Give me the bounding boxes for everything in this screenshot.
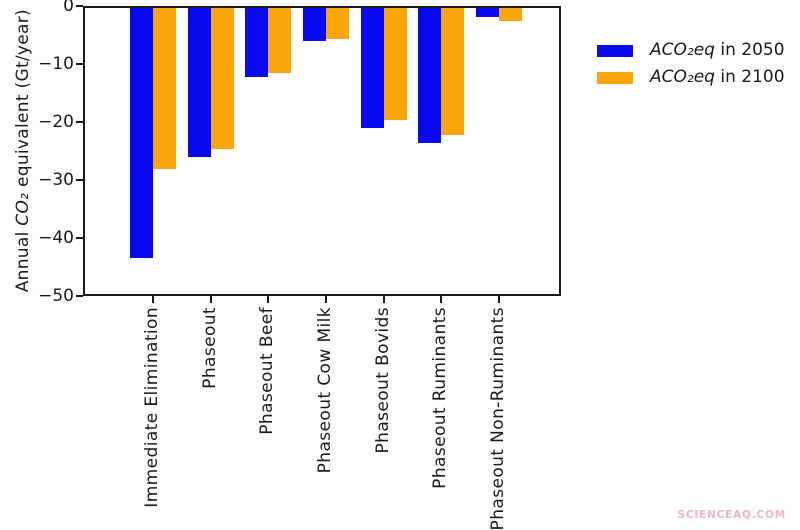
- bar-2050-5: [418, 8, 442, 144]
- bar-2050-0: [130, 8, 153, 259]
- y-tick-label: −10: [38, 54, 74, 74]
- bar-2050-2: [245, 8, 269, 78]
- bar-2050-1: [187, 8, 211, 158]
- x-tick: [382, 296, 385, 303]
- x-tick: [324, 296, 327, 303]
- y-tick: [76, 121, 83, 123]
- bar-2100-0: [153, 8, 176, 169]
- x-tick: [440, 296, 443, 303]
- x-tick: [267, 296, 270, 303]
- bar-2100-4: [383, 8, 407, 120]
- x-tick: [152, 296, 154, 303]
- legend-item-2100: ACO₂eq in 2100: [597, 68, 785, 87]
- y-tick-label: 0: [63, 0, 74, 16]
- y-tick-label: −30: [38, 170, 74, 190]
- legend-swatch-2050-icon: [597, 44, 633, 57]
- bar-2050-3: [302, 8, 326, 42]
- x-tick: [497, 296, 500, 303]
- legend-label-2050: ACO₂eq in 2050: [650, 41, 785, 60]
- y-tick: [76, 63, 83, 65]
- legend-item-2050: ACO₂eq in 2050: [597, 41, 785, 60]
- legend-label-2050-math: ACO₂eq: [650, 40, 715, 60]
- legend-label-2050-rest: in 2050: [714, 40, 785, 60]
- y-tick: [76, 237, 83, 239]
- bar-2100-5: [441, 8, 465, 135]
- bar-2050-4: [360, 8, 384, 128]
- y-tick-label: −20: [38, 112, 74, 132]
- watermark: SCIENCEAQ.COM: [677, 509, 786, 521]
- x-tick-label: Immediate Elimination: [142, 307, 162, 508]
- y-axis-label-post: equivalent (Gt/year): [13, 9, 33, 194]
- bar-2050-6: [475, 8, 499, 18]
- legend-swatch-2100-icon: [597, 71, 633, 84]
- bar-2100-1: [210, 8, 234, 149]
- y-tick: [76, 5, 83, 7]
- bar-2100-6: [498, 8, 522, 22]
- legend-label-2100-math: ACO₂eq: [650, 67, 715, 87]
- y-axis-label: Annual CO₂ equivalent (Gt/year): [12, 9, 34, 292]
- x-tick-label: Phaseout Bovids: [372, 307, 393, 454]
- x-tick-label: Phaseout Ruminants: [430, 307, 451, 489]
- x-tick: [209, 296, 212, 303]
- y-tick: [76, 179, 83, 181]
- y-tick-label: −40: [38, 228, 74, 248]
- x-tick-label: Phaseout Non-Ruminants: [487, 307, 508, 530]
- y-axis-label-wrap: Annual CO₂ equivalent (Gt/year): [12, 6, 34, 296]
- bar-2100-3: [325, 8, 349, 40]
- x-tick-label: Phaseout Cow Milk: [314, 307, 335, 474]
- y-tick: [76, 295, 83, 297]
- legend-label-2100-rest: in 2100: [714, 67, 785, 87]
- y-axis-label-math: CO₂: [13, 193, 33, 227]
- legend-label-2100: ACO₂eq in 2100: [650, 68, 785, 87]
- x-tick-label: Phaseout Beef: [257, 307, 278, 435]
- bar-2100-2: [268, 8, 292, 74]
- x-tick-label: Phaseout: [199, 307, 220, 389]
- y-tick-label: −50: [38, 286, 74, 306]
- legend: ACO₂eq in 2050 ACO₂eq in 2100: [597, 41, 785, 95]
